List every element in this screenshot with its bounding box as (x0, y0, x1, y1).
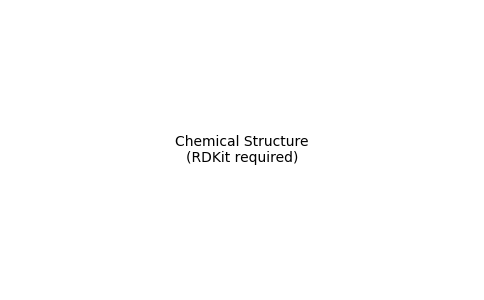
Text: Chemical Structure
(RDKit required): Chemical Structure (RDKit required) (175, 135, 309, 165)
